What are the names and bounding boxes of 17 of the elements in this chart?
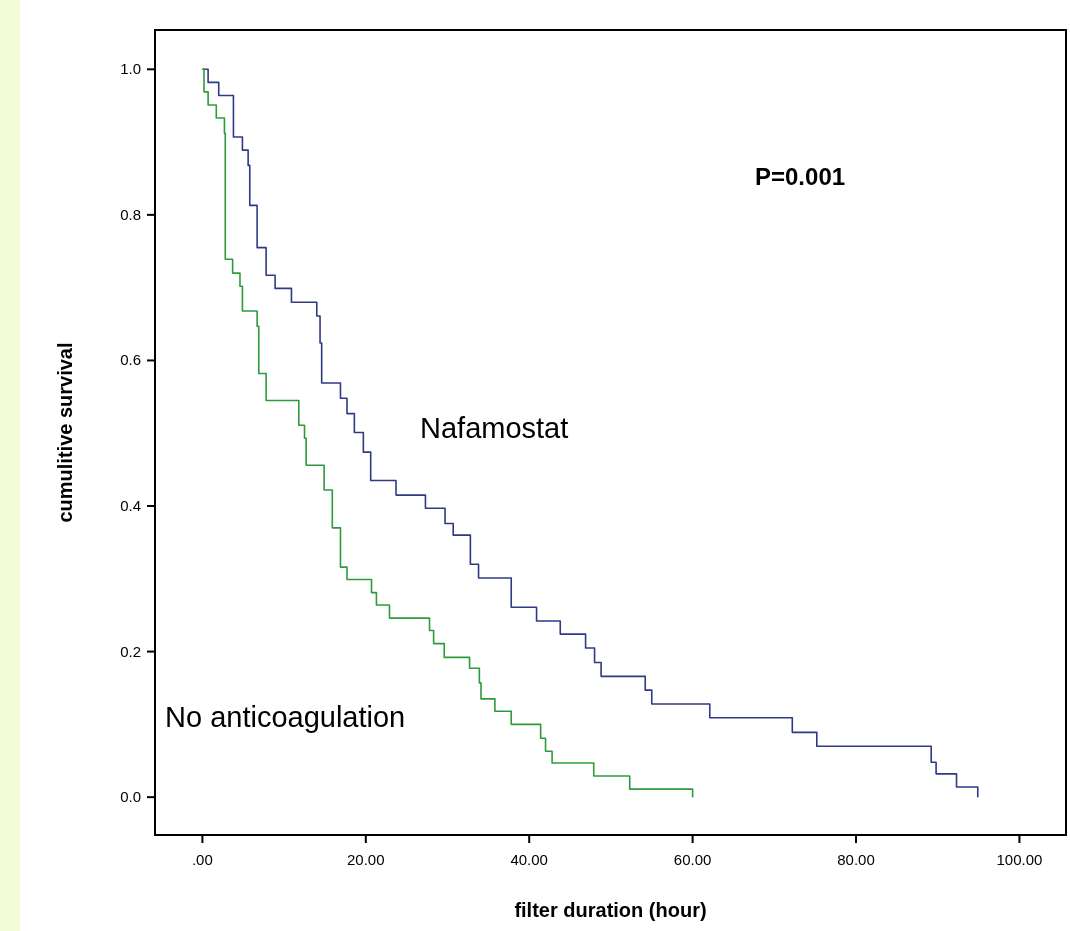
text: No anticoagulation [165,701,406,733]
y-tick-label: 1.0 [120,60,141,78]
annotation: P=0.001 [755,163,846,190]
x-tick-label: .00 [191,851,213,868]
series-label: Nafamostat [420,412,569,444]
x-tick-label: 20.00 [347,851,385,868]
y-tick-label: 0.4 [120,497,141,515]
y-tick-label: 0.0 [120,788,141,806]
x-tick-label: 60.00 [673,851,712,868]
x-tick-label: 80.00 [837,851,875,868]
y-tick-label: 0.8 [120,205,141,223]
y-tick-label: 0.2 [120,642,141,660]
x-tick-label: 40.00 [510,851,548,868]
x-axis-title: filter duration (hour) [514,899,707,921]
x-tick-label: 100.00 [996,851,1043,868]
y-tick-label: 0.6 [120,351,141,369]
y-axis-title: cumulitive survival [54,342,76,523]
